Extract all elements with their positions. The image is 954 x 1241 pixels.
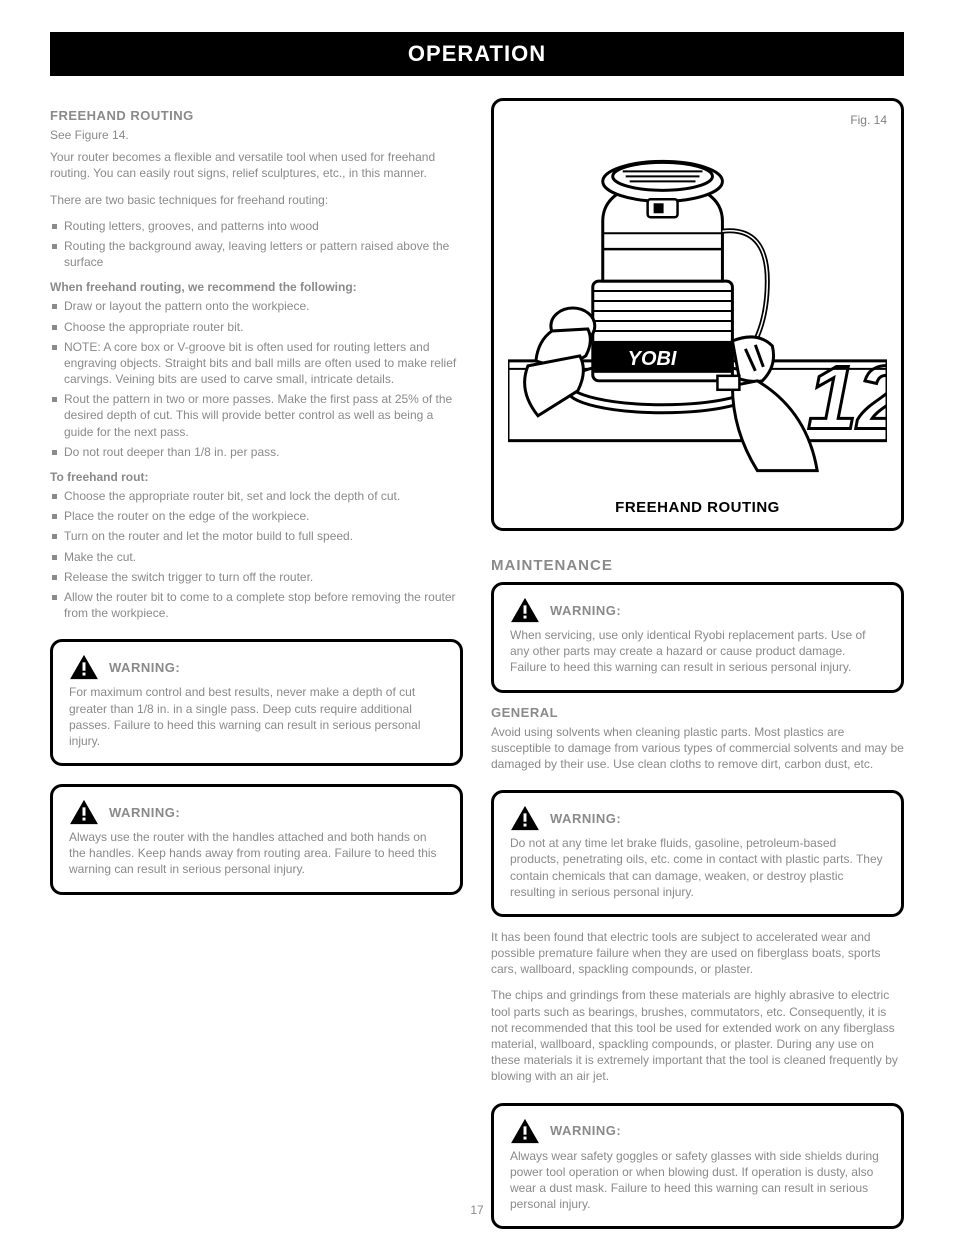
subsection: To freehand rout: <box>50 470 463 484</box>
bullet-list: Choose the appropriate router bit, set a… <box>50 488 463 621</box>
list-item: Routing letters, grooves, and patterns i… <box>50 218 463 234</box>
warning-box: WARNING: When servicing, use only identi… <box>491 582 904 693</box>
figure-box: Fig. 14 12 <box>491 98 904 531</box>
warning-box: WARNING: For maximum control and best re… <box>50 639 463 766</box>
list-item: Choose the appropriate router bit, set a… <box>50 488 463 504</box>
list-item: Do not rout deeper than 1/8 in. per pass… <box>50 444 463 460</box>
two-column-layout: FREEHAND ROUTING See Figure 14. Your rou… <box>50 98 904 1241</box>
list-item: NOTE: A core box or V-groove bit is ofte… <box>50 339 463 388</box>
warning-body: Do not at any time let brake fluids, gas… <box>510 835 885 900</box>
page-header-title: OPERATION <box>408 41 546 67</box>
general-heading: GENERAL <box>491 705 904 720</box>
list-item: Draw or layout the pattern onto the work… <box>50 298 463 314</box>
warning-title: WARNING: <box>550 603 621 618</box>
warning-box: WARNING: Always use the router with the … <box>50 784 463 895</box>
page-header: OPERATION <box>50 32 904 76</box>
warning-head: WARNING: <box>69 654 444 680</box>
figure-label: Fig. 14 <box>508 113 887 127</box>
paragraph: Avoid using solvents when cleaning plast… <box>491 724 904 773</box>
warning-head: WARNING: <box>510 805 885 831</box>
warning-head: WARNING: <box>510 597 885 623</box>
list-item: Choose the appropriate router bit. <box>50 319 463 335</box>
list-item: Make the cut. <box>50 549 463 565</box>
list-item: Routing the background away, leaving let… <box>50 238 463 270</box>
router-illustration: 12 YOBI <box>508 131 887 491</box>
warning-title: WARNING: <box>550 1123 621 1138</box>
left-column: FREEHAND ROUTING See Figure 14. Your rou… <box>50 98 463 1241</box>
warning-icon <box>69 799 99 825</box>
paragraph: Your router becomes a flexible and versa… <box>50 149 463 181</box>
figure-caption: FREEHAND ROUTING <box>508 499 887 516</box>
svg-text:YOBI: YOBI <box>628 348 677 370</box>
list-item: Allow the router bit to come to a comple… <box>50 589 463 621</box>
section-title: FREEHAND ROUTING <box>50 108 463 123</box>
warning-title: WARNING: <box>109 805 180 820</box>
paragraph: It has been found that electric tools ar… <box>491 929 904 978</box>
list-item: Release the switch trigger to turn off t… <box>50 569 463 585</box>
warning-icon <box>510 805 540 831</box>
list-item: Turn on the router and let the motor bui… <box>50 528 463 544</box>
svg-text:12: 12 <box>807 349 887 449</box>
warning-icon <box>69 654 99 680</box>
warning-body: Always use the router with the handles a… <box>69 829 444 878</box>
section-refs: See Figure 14. <box>50 127 463 143</box>
warning-box: WARNING: Do not at any time let brake fl… <box>491 790 904 917</box>
warning-head: WARNING: <box>510 1118 885 1144</box>
list-item: Rout the pattern in two or more passes. … <box>50 391 463 440</box>
page-number: 17 <box>0 1203 954 1217</box>
subsection: When freehand routing, we recommend the … <box>50 280 463 294</box>
paragraph: There are two basic techniques for freeh… <box>50 192 463 208</box>
bullet-list: Draw or layout the pattern onto the work… <box>50 298 463 460</box>
warning-icon <box>510 1118 540 1144</box>
paragraph: The chips and grindings from these mater… <box>491 987 904 1084</box>
warning-title: WARNING: <box>550 811 621 826</box>
maintenance-heading: MAINTENANCE <box>491 557 904 574</box>
bullet-list: Routing letters, grooves, and patterns i… <box>50 218 463 271</box>
warning-body: When servicing, use only identical Ryobi… <box>510 627 885 676</box>
warning-body: For maximum control and best results, ne… <box>69 684 444 749</box>
warning-title: WARNING: <box>109 660 180 675</box>
right-column: Fig. 14 12 <box>491 98 904 1241</box>
warning-icon <box>510 597 540 623</box>
list-item: Place the router on the edge of the work… <box>50 508 463 524</box>
warning-head: WARNING: <box>69 799 444 825</box>
